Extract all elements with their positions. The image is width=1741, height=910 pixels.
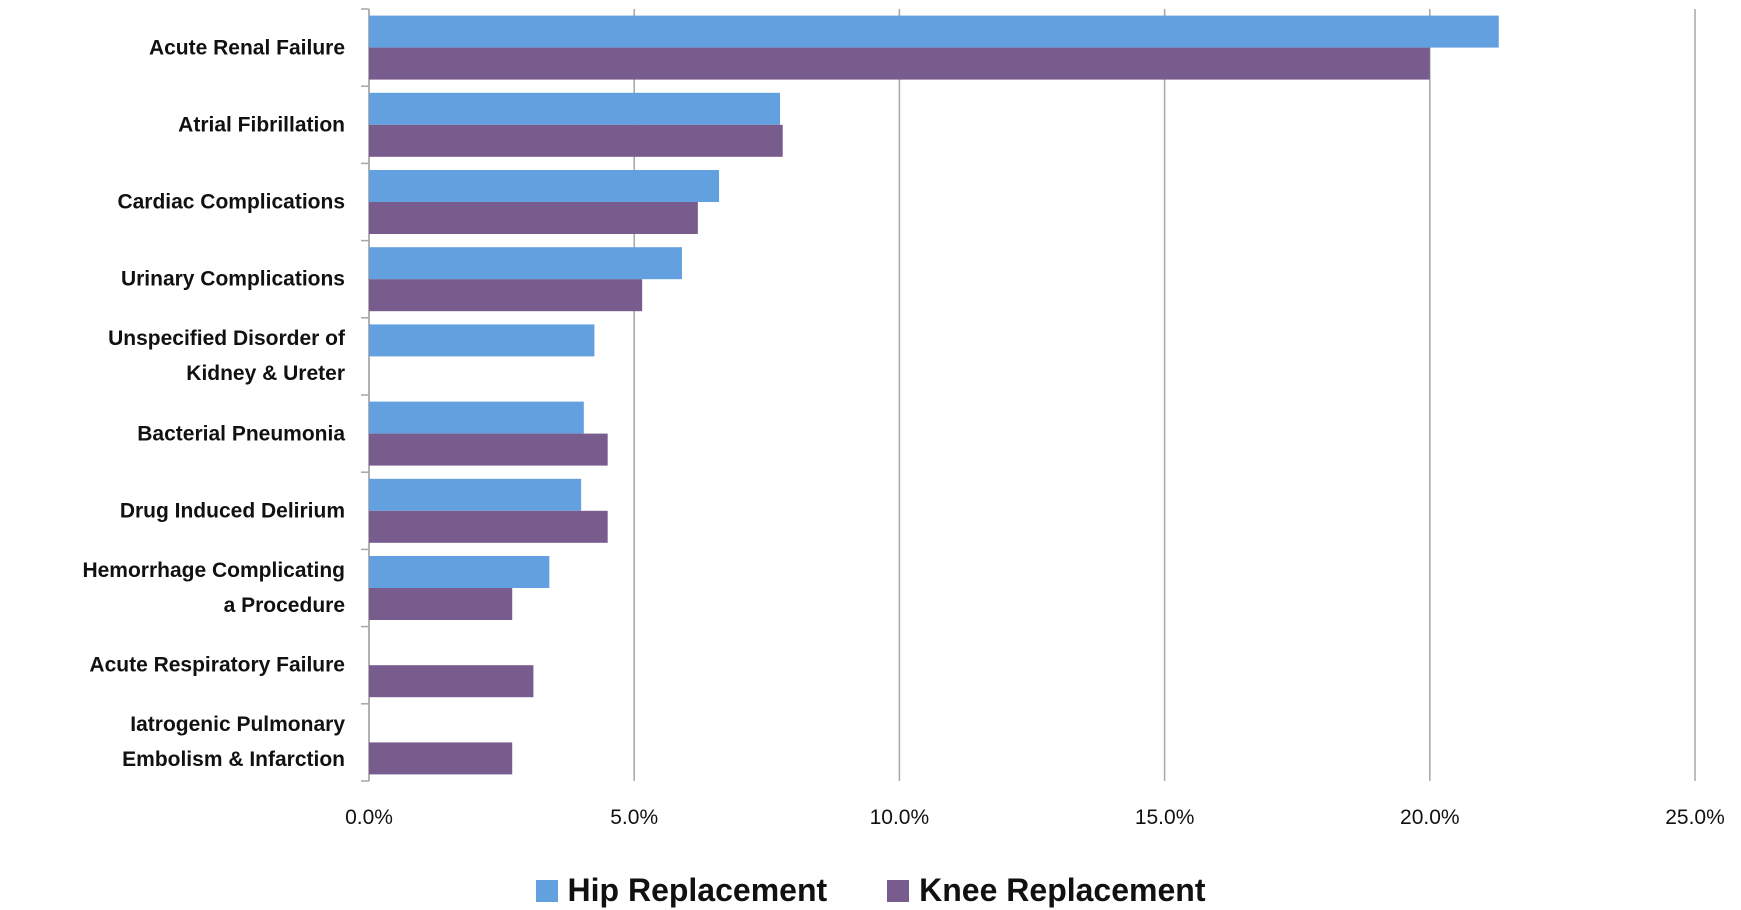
bar — [369, 324, 595, 357]
bar — [369, 92, 781, 125]
bar — [369, 15, 1499, 48]
x-tick-label: 10.0% — [869, 806, 930, 829]
y-tick-label: Acute Renal Failure — [148, 36, 345, 60]
bar — [369, 665, 534, 698]
bar — [369, 124, 783, 157]
bar — [369, 478, 582, 511]
bar — [369, 279, 643, 312]
x-tick-label: 25.0% — [1665, 806, 1725, 829]
bar — [369, 510, 608, 543]
bar — [369, 588, 513, 620]
bar — [369, 433, 608, 466]
x-tick-label: 20.0% — [1400, 806, 1460, 829]
bar — [369, 47, 1430, 80]
x-tick-label: 5.0% — [610, 806, 659, 829]
bar — [369, 556, 550, 588]
y-tick-label: Iatrogenic Pulmonary Embolism & Infarcti… — [122, 713, 345, 772]
x-tick-label: 15.0% — [1134, 806, 1195, 829]
bar — [369, 202, 698, 234]
y-tick-label: Cardiac Complications — [117, 190, 345, 214]
bar — [369, 170, 720, 202]
legend-item: Hip Replacement — [535, 872, 828, 909]
y-tick-label: Urinary Complications — [120, 267, 345, 291]
y-tick-label: Drug Induced Delirium — [119, 499, 345, 523]
bar — [369, 742, 513, 775]
bar — [369, 247, 682, 280]
legend-label: Hip Replacement — [567, 872, 828, 908]
y-tick-label: Acute Respiratory Failure — [89, 653, 345, 677]
legend-label: Knee Replacement — [919, 872, 1206, 908]
y-tick-label: Hemorrhage Complicating a Procedure — [82, 559, 345, 617]
legend-swatch — [535, 879, 558, 902]
legend: Hip Replacement Knee Replacement — [0, 872, 1741, 909]
y-tick-label: Unspecified Disorder of Kidney & Ureter — [108, 327, 345, 386]
y-tick-label: Atrial Fibrillation — [178, 113, 345, 137]
x-tick-label: 0.0% — [345, 806, 393, 829]
y-tick-label: Bacterial Pneumonia — [137, 422, 345, 446]
bar — [369, 401, 584, 434]
legend-item: Knee Replacement — [887, 872, 1205, 909]
legend-swatch — [887, 879, 910, 902]
